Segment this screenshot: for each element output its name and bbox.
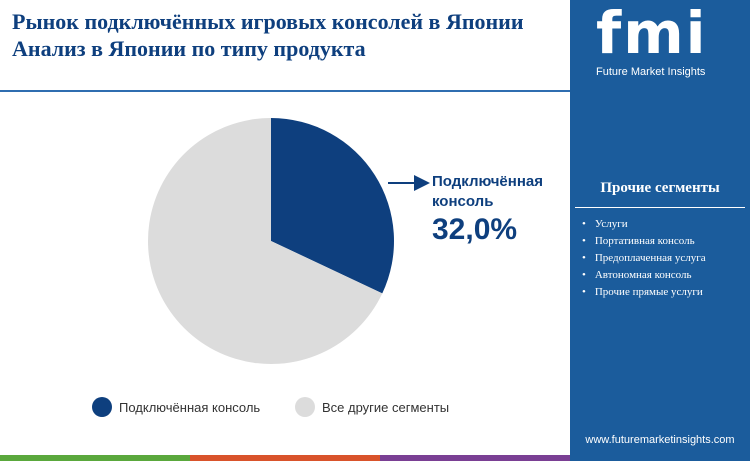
data-label: 32,0% — [432, 213, 518, 246]
annotation-label: Подключённая консоль — [432, 173, 543, 210]
color-strip — [190, 455, 380, 461]
color-strip — [570, 455, 750, 461]
segment-item: Предоплаченная услуга — [582, 250, 706, 267]
legend-label: Подключённая консоль — [119, 400, 260, 415]
logo-text: Future Market Insights — [596, 66, 706, 78]
panel-title: Прочие сегменты — [600, 180, 720, 196]
segment-list: УслугиПортативная консольПредоплаченная … — [582, 216, 706, 301]
segment-item: Портативная консоль — [582, 233, 706, 250]
legend-marker — [295, 397, 315, 417]
pie-slice — [271, 118, 394, 294]
segment-item: Автономная консоль — [582, 267, 706, 284]
pie-slice — [148, 118, 383, 364]
color-strip — [380, 455, 570, 461]
chart-title: Рынок подключённых игровых консолей в Яп… — [12, 8, 562, 62]
legend-marker — [92, 397, 112, 417]
divider — [575, 207, 745, 208]
subtitle-line: Анализ в Японии по типу продукта — [12, 36, 366, 61]
logo: fmi — [596, 0, 708, 67]
legend-label: Все другие сегменты — [322, 400, 449, 415]
segment-item: Прочие прямые услуги — [582, 284, 706, 301]
segment-item: Услуги — [582, 216, 706, 233]
footer-url: www.futuremarketinsights.com — [585, 434, 735, 446]
title-line: Рынок подключённых игровых консолей в Яп… — [12, 9, 524, 34]
divider — [0, 90, 570, 92]
color-strip — [0, 455, 190, 461]
chart: Подключённая консоль Все другие сегменты — [92, 118, 449, 417]
